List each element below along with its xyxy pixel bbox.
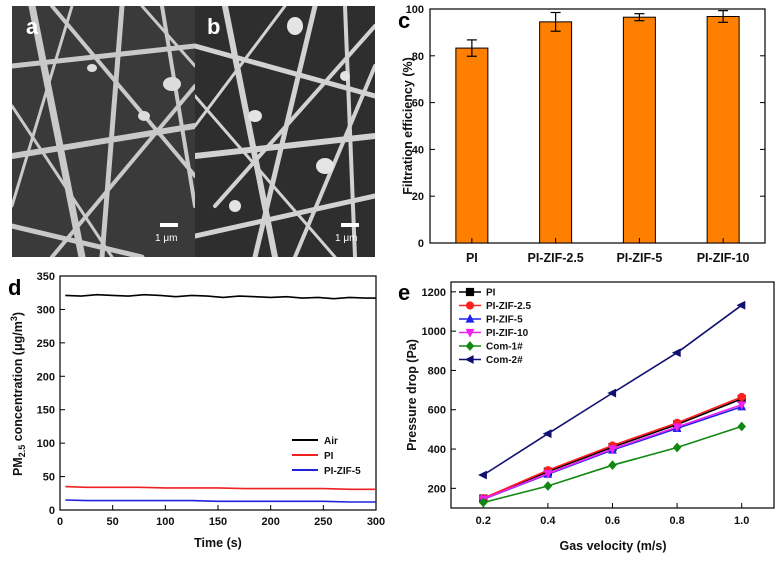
panel-label-b: b	[207, 14, 220, 39]
chart-e-legend-marker	[465, 287, 475, 297]
chart-e-ytick-label: 1000	[422, 326, 446, 338]
chart-e-data-point	[737, 392, 746, 402]
chart-d-ytick-label: 100	[37, 438, 55, 450]
chart-c-category-label: PI	[466, 251, 478, 265]
chart-c-ytick-label: 40	[412, 144, 424, 156]
chart-d-ytick-label: 350	[37, 271, 55, 283]
chart-d-xtick-label: 150	[209, 516, 227, 528]
chart-e-ytick-label: 800	[428, 365, 446, 377]
scalebar-b	[341, 223, 359, 227]
sem-b-fibers	[195, 6, 375, 257]
chart-d-xtick-label: 300	[367, 516, 385, 528]
panel-label-c: c	[398, 8, 410, 33]
chart-c-ytick-label: 60	[412, 98, 424, 110]
chart-e-data-point	[737, 421, 746, 432]
chart-e-legend-label: Com-1#	[486, 342, 523, 353]
chart-e-ytick-label: 600	[428, 405, 446, 417]
sem-b-beads	[229, 17, 350, 212]
chart-e-xtick-label: 0.8	[669, 515, 684, 527]
scalebar-label-a: 1 μm	[155, 233, 177, 244]
chart-e-xtick-label: 0.6	[605, 515, 620, 527]
chart-e-data-point	[542, 429, 552, 439]
chart-e-data-point	[543, 481, 553, 491]
chart-e-legend-marker	[465, 328, 475, 338]
chart-e-xtick-label: 1.0	[734, 515, 749, 527]
sem-a-fibers	[12, 6, 195, 257]
chart-d-xtick-label: 200	[261, 516, 279, 528]
filtration-efficiency-chart: c 0 20 40 60 80 100 PI PI-ZIF-2.5 PI-ZIF-5 PI-ZI…	[398, 4, 766, 265]
pm25-concentration-chart: d 0 50 100 150 200 250 300 350 0 50 100 150 200 250 3…	[8, 271, 385, 550]
chart-c-bar	[539, 21, 573, 244]
chart-d-ytick-label: 300	[37, 304, 55, 316]
chart-e-legend-marker	[465, 301, 475, 310]
chart-e-data-point	[736, 300, 746, 310]
chart-c-ytick-label: 20	[412, 191, 424, 203]
chart-d-ytick-label: 50	[43, 472, 55, 484]
chart-e-ylabel: Pressure drop (Pa)	[405, 339, 419, 451]
chart-e-xtick-label: 0.4	[540, 515, 556, 527]
chart-c-ytick-label: 80	[412, 51, 424, 63]
chart-c-bar	[706, 15, 740, 244]
scalebar-label-b: 1 μm	[335, 233, 357, 244]
chart-c-bar	[622, 16, 656, 244]
chart-e-data-point	[543, 470, 553, 479]
chart-d-ytick-label: 150	[37, 405, 55, 417]
chart-e-data-point	[671, 348, 681, 358]
scalebar-a	[160, 223, 178, 227]
chart-e-data-point	[478, 470, 487, 480]
chart-d-series-line	[65, 499, 376, 503]
chart-e-legend-marker	[465, 313, 475, 323]
chart-e-data-point	[672, 423, 682, 433]
chart-e-ytick-label: 400	[428, 444, 446, 456]
sem-image-b: b 1 μm	[195, 6, 375, 257]
chart-e-legend-label: PI-ZIF-2.5	[486, 301, 531, 312]
panel-label-d: d	[8, 275, 21, 300]
chart-d-ylabel: PM2.5 concentration (μg/m3)	[9, 312, 27, 476]
chart-e-data-point	[672, 442, 682, 453]
chart-d-xlabel: Time (s)	[194, 536, 242, 550]
chart-d-xtick-label: 250	[314, 516, 332, 528]
chart-e-data-point	[608, 445, 617, 455]
chart-c-category-label: PI-ZIF-10	[697, 251, 750, 265]
chart-d-xtick-label: 50	[107, 516, 119, 528]
chart-e-legend-label: PI-ZIF-5	[486, 315, 523, 326]
sem-a-beads	[87, 64, 181, 121]
chart-d-ytick-label: 250	[37, 338, 55, 350]
panel-label-e: e	[398, 280, 410, 305]
panel-label-a: a	[26, 14, 39, 39]
chart-e-data-point	[607, 388, 617, 398]
chart-c-frame	[429, 8, 766, 244]
chart-e-legend-marker	[464, 355, 474, 364]
chart-e-data-point	[479, 497, 488, 508]
chart-d-series-line	[65, 485, 376, 491]
chart-e-xlabel: Gas velocity (m/s)	[560, 539, 667, 553]
chart-e-legend-label: PI-ZIF-10	[486, 328, 529, 339]
chart-e-legend-label: Com-2#	[486, 355, 523, 366]
chart-c-bar	[455, 47, 489, 244]
chart-c-ylabel: Filtration efficiency (%)	[401, 57, 415, 195]
sem-image-a: a 1 μm	[12, 6, 195, 257]
chart-c-ytick-label: 100	[406, 4, 424, 16]
chart-e-xtick-label: 0.2	[476, 515, 491, 527]
chart-e-legend-marker	[465, 341, 475, 351]
chart-d-series-line	[65, 293, 376, 300]
chart-e-data-point	[608, 460, 617, 471]
chart-d-ytick-label: 0	[49, 505, 55, 517]
chart-d-xtick-label: 0	[57, 516, 63, 528]
chart-e-legend-label: PI	[486, 288, 496, 299]
chart-d-legend-label: Air	[324, 436, 338, 447]
chart-c-category-label: PI-ZIF-5	[616, 251, 662, 265]
chart-c-ytick-label: 0	[418, 238, 424, 250]
chart-e-data-point	[737, 401, 747, 411]
chart-d-xtick-label: 100	[156, 516, 174, 528]
chart-d-legend-label: PI	[324, 451, 334, 462]
chart-e-ytick-label: 200	[428, 483, 446, 495]
pressure-drop-chart: e 200 400 600 800 1000 1200 0.2 0.4 0.6 0.8 1.0 P…	[398, 280, 775, 553]
chart-d-ytick-label: 200	[37, 371, 55, 383]
chart-d-legend-label: PI-ZIF-5	[324, 466, 361, 477]
chart-c-category-label: PI-ZIF-2.5	[527, 251, 583, 265]
chart-e-ytick-label: 1200	[422, 287, 446, 299]
